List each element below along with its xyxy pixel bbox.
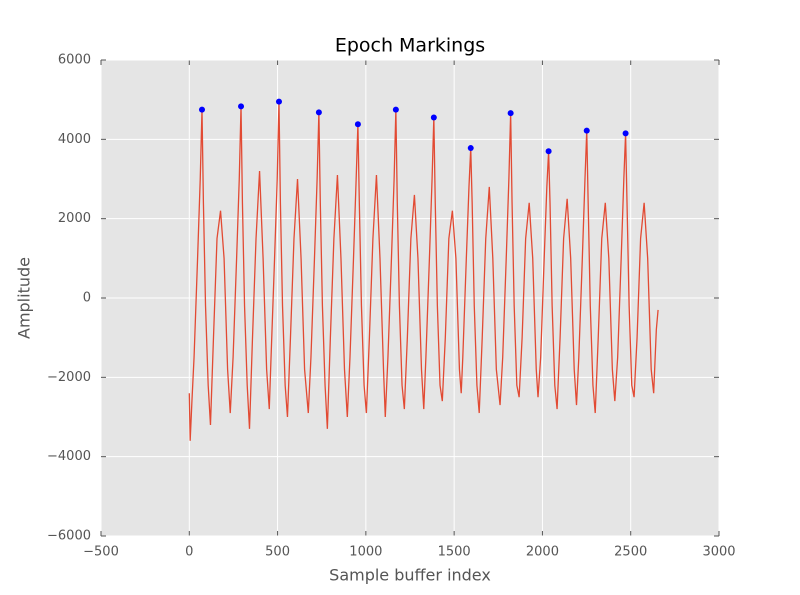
epoch-marker	[238, 103, 245, 110]
y-axis-label: Amplitude	[15, 257, 34, 339]
epoch-marker	[507, 110, 514, 117]
signal-line	[188, 101, 659, 441]
y-tick-label: −4000	[47, 449, 91, 464]
x-tick-label: −500	[83, 545, 119, 560]
epoch-marker	[392, 106, 399, 113]
epoch-marker	[354, 121, 361, 128]
x-tick-label: 500	[265, 545, 290, 560]
y-tick-label: 4000	[58, 132, 91, 147]
epoch-marker	[467, 145, 474, 152]
epoch-marker	[545, 148, 552, 155]
x-tick-label: 1000	[349, 545, 382, 560]
epoch-marker	[430, 114, 437, 121]
y-tick-label: −6000	[47, 529, 91, 544]
epoch-marker	[315, 109, 322, 116]
y-tick-label: 2000	[58, 211, 91, 226]
x-tick-label: 2500	[614, 545, 647, 560]
epoch-marker	[583, 127, 590, 134]
y-tick-label: −2000	[47, 370, 91, 385]
y-tick-label: 6000	[58, 53, 91, 68]
x-tick-label: 2000	[526, 545, 559, 560]
x-tick-label: 1500	[438, 545, 471, 560]
epoch-marker	[275, 98, 282, 105]
x-tick-label: 3000	[702, 545, 735, 560]
chart-title: Epoch Markings	[335, 35, 485, 57]
x-axis-label: Sample buffer index	[329, 566, 491, 585]
y-tick-label: 0	[83, 291, 91, 306]
x-tick-label: 0	[185, 545, 193, 560]
epoch-marker	[622, 130, 629, 137]
epoch-marker	[198, 106, 205, 113]
